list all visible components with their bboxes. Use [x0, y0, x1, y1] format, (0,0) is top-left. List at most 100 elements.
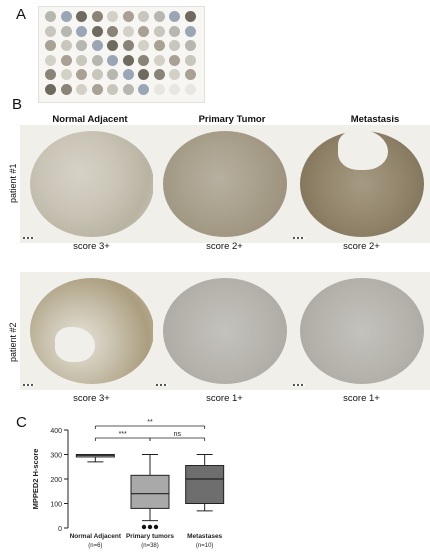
y-tick-label-200: 200 [50, 477, 62, 484]
scale-bar [293, 237, 305, 239]
tma-core [153, 11, 165, 22]
box-plot-chart: 0 100 200 300 400 MPPED2 H-score Normal Adjace… [0, 418, 430, 550]
tma-core [153, 54, 165, 66]
tma-core [122, 83, 134, 95]
tma-core [107, 40, 118, 51]
category-label-1: Primary tumors [126, 533, 174, 540]
box-1 [130, 474, 170, 509]
tma-core [169, 40, 180, 51]
tma-core [60, 54, 72, 66]
tma-core [122, 11, 134, 22]
category-label-2: Metastases [187, 533, 222, 540]
box-2 [185, 465, 225, 504]
tma-core [122, 25, 134, 37]
sig-label-1: ns [174, 431, 182, 438]
tma-core [76, 54, 87, 66]
tma-core [138, 69, 149, 80]
tma-core [45, 11, 56, 22]
tma-core [60, 69, 72, 80]
category-label-0: Normal Adjacent [70, 533, 122, 540]
tma-core [76, 40, 87, 51]
tma-core [122, 54, 134, 66]
score-patient2-normal: score 3+ [73, 393, 110, 404]
score-patient1-normal: score 3+ [73, 241, 110, 252]
tma-core [60, 25, 72, 37]
tma-core [107, 83, 118, 95]
tma-core [91, 40, 103, 51]
tma-core [76, 25, 87, 37]
tma-core [153, 83, 165, 95]
tissue-core [30, 131, 154, 237]
tma-core [169, 54, 180, 66]
tma-core [91, 83, 103, 95]
tma-core [91, 54, 103, 66]
column-title-metastasis: Metastasis [350, 114, 400, 125]
ihc-image-patient2-metastasis [290, 272, 430, 390]
tma-core [76, 69, 87, 80]
scale-bar [156, 384, 168, 386]
tma-core [122, 40, 134, 51]
ihc-image-patient1-primary [153, 125, 296, 243]
panel-b-label: B [12, 96, 23, 113]
y-axis-label: MPPED2 H-score [31, 449, 40, 510]
tma-core [138, 11, 149, 22]
tma-core [45, 69, 56, 80]
tissue-core [30, 278, 154, 384]
tma-core [184, 83, 196, 95]
panel-a-label: A [16, 6, 27, 23]
tma-core [45, 40, 56, 51]
tma-core [138, 83, 149, 95]
tma-core [60, 83, 72, 95]
column-title-normal-adjacent: Normal Adjacent [52, 114, 128, 125]
y-tick-label-100: 100 [50, 502, 62, 509]
tma-core [45, 83, 56, 95]
sig-label-2: ** [147, 419, 153, 426]
y-tick-label-0: 0 [58, 526, 62, 533]
tma-core [107, 54, 118, 66]
tma-core [184, 54, 196, 66]
tma-core [153, 25, 165, 37]
score-patient2-primary: score 1+ [206, 393, 243, 404]
tma-core [91, 69, 103, 80]
scale-bar [293, 384, 305, 386]
outlier-1-1 [147, 524, 153, 530]
tissue-gap [55, 327, 95, 362]
tma-core [153, 40, 165, 51]
tma-core [45, 25, 56, 37]
outlier-1-0 [141, 524, 147, 530]
count-label-2: (n=10) [196, 543, 214, 549]
tissue-core [163, 131, 287, 237]
sig-label-0: *** [119, 431, 127, 438]
tma-core [169, 11, 180, 22]
score-patient2-metastasis: score 1+ [343, 393, 380, 404]
tma-core [107, 11, 118, 22]
tma-core [184, 25, 196, 37]
y-tick-label-400: 400 [50, 428, 62, 435]
y-tick-label-300: 300 [50, 453, 62, 460]
patient-2-label: patient #2 [8, 322, 18, 362]
tissue-core [163, 278, 287, 384]
tma-core [91, 25, 103, 37]
score-patient1-metastasis: score 2+ [343, 241, 380, 252]
score-patient1-primary: score 2+ [206, 241, 243, 252]
tma-core [138, 40, 149, 51]
tma-core [76, 11, 87, 22]
count-label-0: (n=6) [88, 543, 102, 549]
tma-core [169, 25, 180, 37]
tma-core [107, 25, 118, 37]
column-title-primary-tumor: Primary Tumor [198, 114, 266, 125]
tissue-core [300, 278, 424, 384]
ihc-image-patient1-normal [20, 125, 163, 243]
tma-core [122, 69, 134, 80]
tma-core [169, 69, 180, 80]
tma-core [184, 40, 196, 51]
tma-core [184, 11, 196, 22]
tma-core [91, 11, 103, 22]
scale-bar [23, 384, 35, 386]
ihc-image-patient2-normal [20, 272, 163, 390]
tissue-microarray-slide [38, 6, 205, 103]
tma-core [138, 54, 149, 66]
tma-core [184, 69, 196, 80]
tma-core [45, 54, 56, 66]
scale-bar [23, 237, 35, 239]
